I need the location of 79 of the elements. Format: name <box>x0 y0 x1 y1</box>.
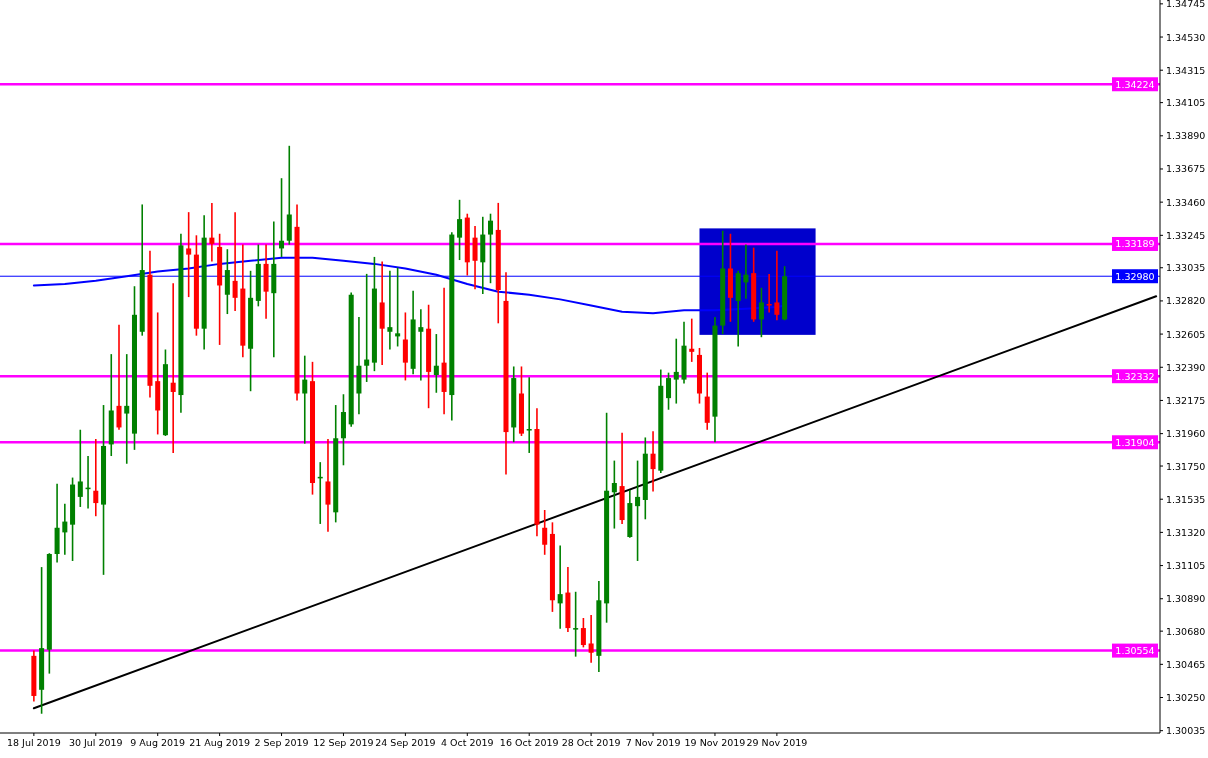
y-tick-label: 1.30890 <box>1166 593 1206 605</box>
candlestick <box>93 439 99 517</box>
candlestick <box>542 509 548 555</box>
candlestick <box>302 355 308 444</box>
y-tick-label: 1.33460 <box>1166 196 1206 208</box>
y-tick-label: 1.30680 <box>1166 625 1206 637</box>
candlestick <box>557 545 563 629</box>
candlestick <box>186 212 192 298</box>
candlestick <box>488 213 494 284</box>
y-tick-label: 1.32605 <box>1166 328 1206 340</box>
y-tick-label: 1.34530 <box>1166 31 1206 43</box>
y-tick-label: 1.31105 <box>1166 560 1206 572</box>
candlestick <box>743 244 749 299</box>
x-tick-label: 16 Oct 2019 <box>499 737 559 748</box>
y-tick-label: 1.31535 <box>1166 493 1206 505</box>
candlestick <box>209 202 215 262</box>
x-tick-label: 4 Oct 2019 <box>440 737 494 748</box>
ref-line-label: 1.34224 <box>1115 78 1155 90</box>
candlestick <box>689 318 695 362</box>
candlestick <box>774 250 780 321</box>
x-tick-label: 29 Nov 2019 <box>746 737 808 748</box>
y-tick-label: 1.33890 <box>1166 130 1206 142</box>
y-tick-label: 1.34105 <box>1166 97 1206 109</box>
candlestick <box>611 460 617 529</box>
y-tick-label: 1.30035 <box>1166 725 1206 737</box>
ref-line-label: 1.32980 <box>1115 270 1155 282</box>
x-tick-label: 7 Nov 2019 <box>625 737 681 748</box>
candlestick <box>588 614 594 663</box>
candlestick <box>526 377 532 453</box>
candlestick <box>472 226 478 290</box>
candlestick <box>580 618 586 648</box>
candlestick <box>433 334 439 393</box>
x-tick-label: 21 Aug 2019 <box>189 737 251 748</box>
candlestick <box>232 212 238 311</box>
ref-line-label: 1.31904 <box>1115 436 1155 448</box>
x-tick-label: 30 Jul 2019 <box>68 737 123 748</box>
y-tick-label: 1.34315 <box>1166 64 1206 76</box>
candlestick <box>766 273 772 313</box>
y-tick-label: 1.33035 <box>1166 262 1206 274</box>
candlestick <box>279 178 285 257</box>
y-tick-label: 1.30465 <box>1166 658 1206 670</box>
y-tick-label: 1.30250 <box>1166 692 1206 704</box>
candlestick <box>573 591 579 657</box>
x-tick-label: 24 Sep 2019 <box>375 737 436 748</box>
candlestick <box>395 267 401 347</box>
ref-line-label: 1.32332 <box>1115 370 1155 382</box>
y-tick-label: 1.31960 <box>1166 428 1206 440</box>
ref-line-label: 1.30554 <box>1115 645 1155 657</box>
x-tick-label: 18 Jul 2019 <box>6 737 61 748</box>
x-tick-label: 19 Nov 2019 <box>684 737 746 748</box>
candlestick <box>170 283 176 453</box>
candlestick <box>387 270 393 350</box>
candlestick <box>77 429 83 507</box>
y-tick-label: 1.32390 <box>1166 361 1206 373</box>
candlestick <box>364 273 370 382</box>
candlestick <box>673 338 679 404</box>
candlestick <box>62 503 68 555</box>
y-tick-label: 1.33245 <box>1166 229 1206 241</box>
ref-line-label: 1.33189 <box>1115 238 1155 250</box>
candlestick <box>124 354 130 464</box>
y-tick-label: 1.31750 <box>1166 460 1206 472</box>
x-tick-label: 9 Aug 2019 <box>130 737 186 748</box>
x-tick-label: 2 Sep 2019 <box>254 737 309 748</box>
y-tick-label: 1.34745 <box>1166 0 1206 10</box>
candlestick <box>402 312 408 381</box>
candlestick <box>758 287 764 338</box>
candlestick <box>666 372 672 410</box>
candlestick <box>325 439 331 532</box>
y-tick-label: 1.33675 <box>1166 163 1206 175</box>
y-tick-label: 1.32820 <box>1166 295 1206 307</box>
y-tick-label: 1.31320 <box>1166 526 1206 538</box>
candlestick <box>635 460 641 561</box>
x-tick-label: 12 Sep 2019 <box>313 737 374 748</box>
candlestick <box>116 324 122 430</box>
candlestick <box>457 199 463 261</box>
y-tick-label: 1.32175 <box>1166 394 1206 406</box>
x-tick-label: 28 Oct 2019 <box>561 737 621 748</box>
candlestick <box>650 431 656 492</box>
candlestick <box>418 309 424 381</box>
